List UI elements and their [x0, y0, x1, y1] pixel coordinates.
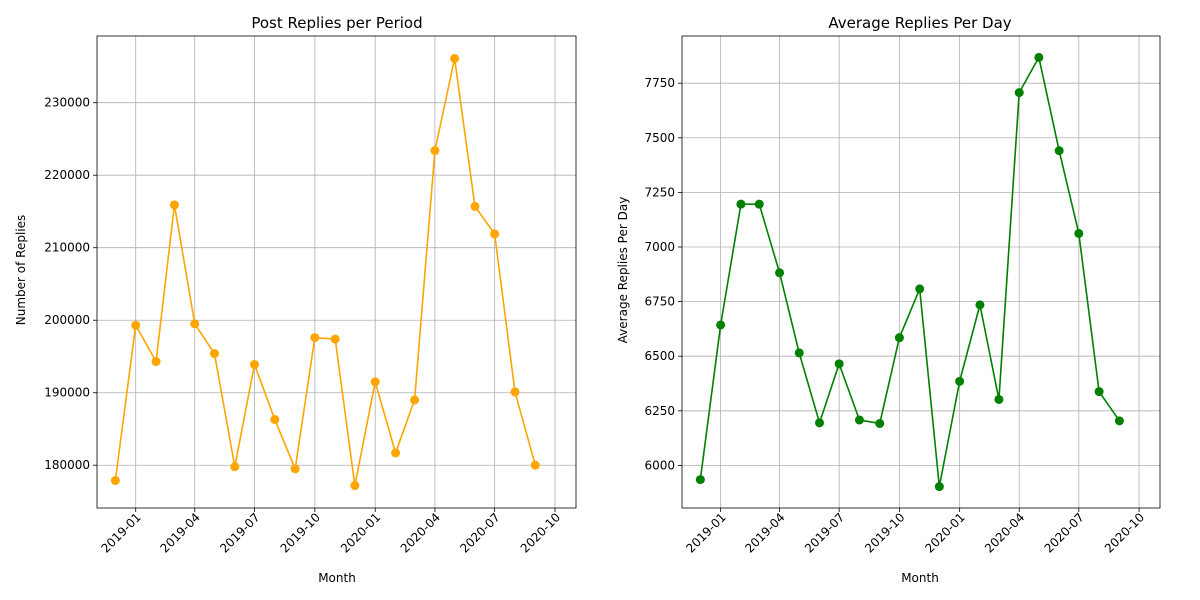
y-axis-label: Average Replies Per Day — [616, 197, 630, 344]
data-point — [209, 349, 219, 359]
data-point — [490, 229, 500, 239]
y-tick-label: 7000 — [644, 240, 675, 254]
data-point — [695, 475, 705, 485]
axes-frame — [96, 35, 577, 509]
data-point — [169, 200, 179, 210]
data-point — [370, 377, 380, 387]
data-point — [510, 387, 520, 397]
x-tick-label: 2019-04 — [742, 510, 787, 555]
x-tick-label: 2020-04 — [982, 510, 1027, 555]
data-point — [430, 146, 440, 156]
data-point — [834, 359, 844, 369]
data-point — [391, 448, 401, 458]
data-point — [470, 201, 480, 211]
x-tick-label: 2019-07 — [217, 510, 262, 555]
y-tick-label: 180000 — [44, 458, 90, 472]
data-point — [736, 199, 746, 209]
chart-average-replies: Average Replies Per Day Month Average Re… — [616, 14, 1161, 585]
series-line — [114, 58, 537, 486]
x-tick-label: 2020-04 — [398, 510, 443, 555]
data-point — [310, 333, 320, 343]
data-point — [815, 418, 825, 428]
data-point — [1094, 387, 1104, 397]
x-tick-label: 2020-10 — [518, 510, 563, 555]
data-point — [410, 395, 420, 405]
chart-title: Post Replies per Period — [251, 14, 422, 32]
data-point — [131, 320, 141, 330]
data-point — [1014, 88, 1024, 98]
data-point — [775, 268, 785, 278]
x-tick-label: 2020-01 — [922, 510, 967, 555]
data-point — [794, 348, 804, 358]
data-point — [110, 475, 120, 485]
data-point — [955, 376, 965, 386]
data-point — [1054, 146, 1064, 156]
data-point — [249, 359, 259, 369]
data-point — [1034, 52, 1044, 62]
data-point — [875, 418, 885, 428]
x-tick-label: 2020-07 — [1042, 510, 1087, 555]
data-point — [716, 320, 726, 330]
y-tick-label: 7500 — [644, 131, 675, 145]
x-axis-label: Month — [901, 571, 939, 585]
x-tick-label: 2020-07 — [457, 510, 502, 555]
y-tick-label: 220000 — [44, 168, 90, 182]
axes-frame — [681, 35, 1161, 509]
x-tick-label: 2019-10 — [862, 510, 907, 555]
data-point — [190, 319, 200, 329]
data-point — [151, 357, 161, 367]
data-point — [975, 300, 985, 310]
x-tick-label: 2019-01 — [683, 510, 728, 555]
data-point — [754, 199, 764, 209]
x-tick-label: 2019-07 — [802, 510, 847, 555]
data-point — [1074, 228, 1084, 238]
y-tick-label: 6750 — [644, 295, 675, 309]
chart-title: Average Replies Per Day — [828, 14, 1011, 32]
y-tick-label: 6500 — [644, 349, 675, 363]
data-point — [330, 334, 340, 344]
y-tick-label: 210000 — [44, 241, 90, 255]
x-tick-label: 2019-01 — [98, 510, 143, 555]
data-point — [994, 394, 1004, 404]
y-tick-label: 7750 — [644, 76, 675, 90]
data-point — [530, 460, 540, 470]
chart-post-replies: Post Replies per Period Month Number of … — [14, 14, 577, 585]
x-tick-label: 2019-10 — [278, 510, 323, 555]
y-tick-label: 230000 — [44, 96, 90, 110]
x-axis-label: Month — [318, 571, 356, 585]
data-point — [854, 415, 864, 425]
data-point — [230, 462, 240, 472]
data-point — [350, 481, 360, 491]
data-point — [894, 333, 904, 343]
y-tick-label: 6250 — [644, 404, 675, 418]
data-point — [1114, 416, 1124, 426]
data-point — [450, 53, 460, 63]
data-point — [290, 464, 300, 474]
series-line — [699, 55, 1121, 487]
y-tick-label: 200000 — [44, 313, 90, 327]
y-tick-label: 7250 — [644, 185, 675, 199]
x-tick-label: 2020-01 — [338, 510, 383, 555]
y-tick-label: 190000 — [44, 386, 90, 400]
data-point — [915, 284, 925, 294]
y-tick-label: 6000 — [644, 458, 675, 472]
data-point — [934, 482, 944, 492]
x-tick-label: 2020-10 — [1102, 510, 1147, 555]
data-point — [270, 415, 280, 425]
y-axis-label: Number of Replies — [14, 215, 28, 326]
x-tick-label: 2019-04 — [158, 510, 203, 555]
